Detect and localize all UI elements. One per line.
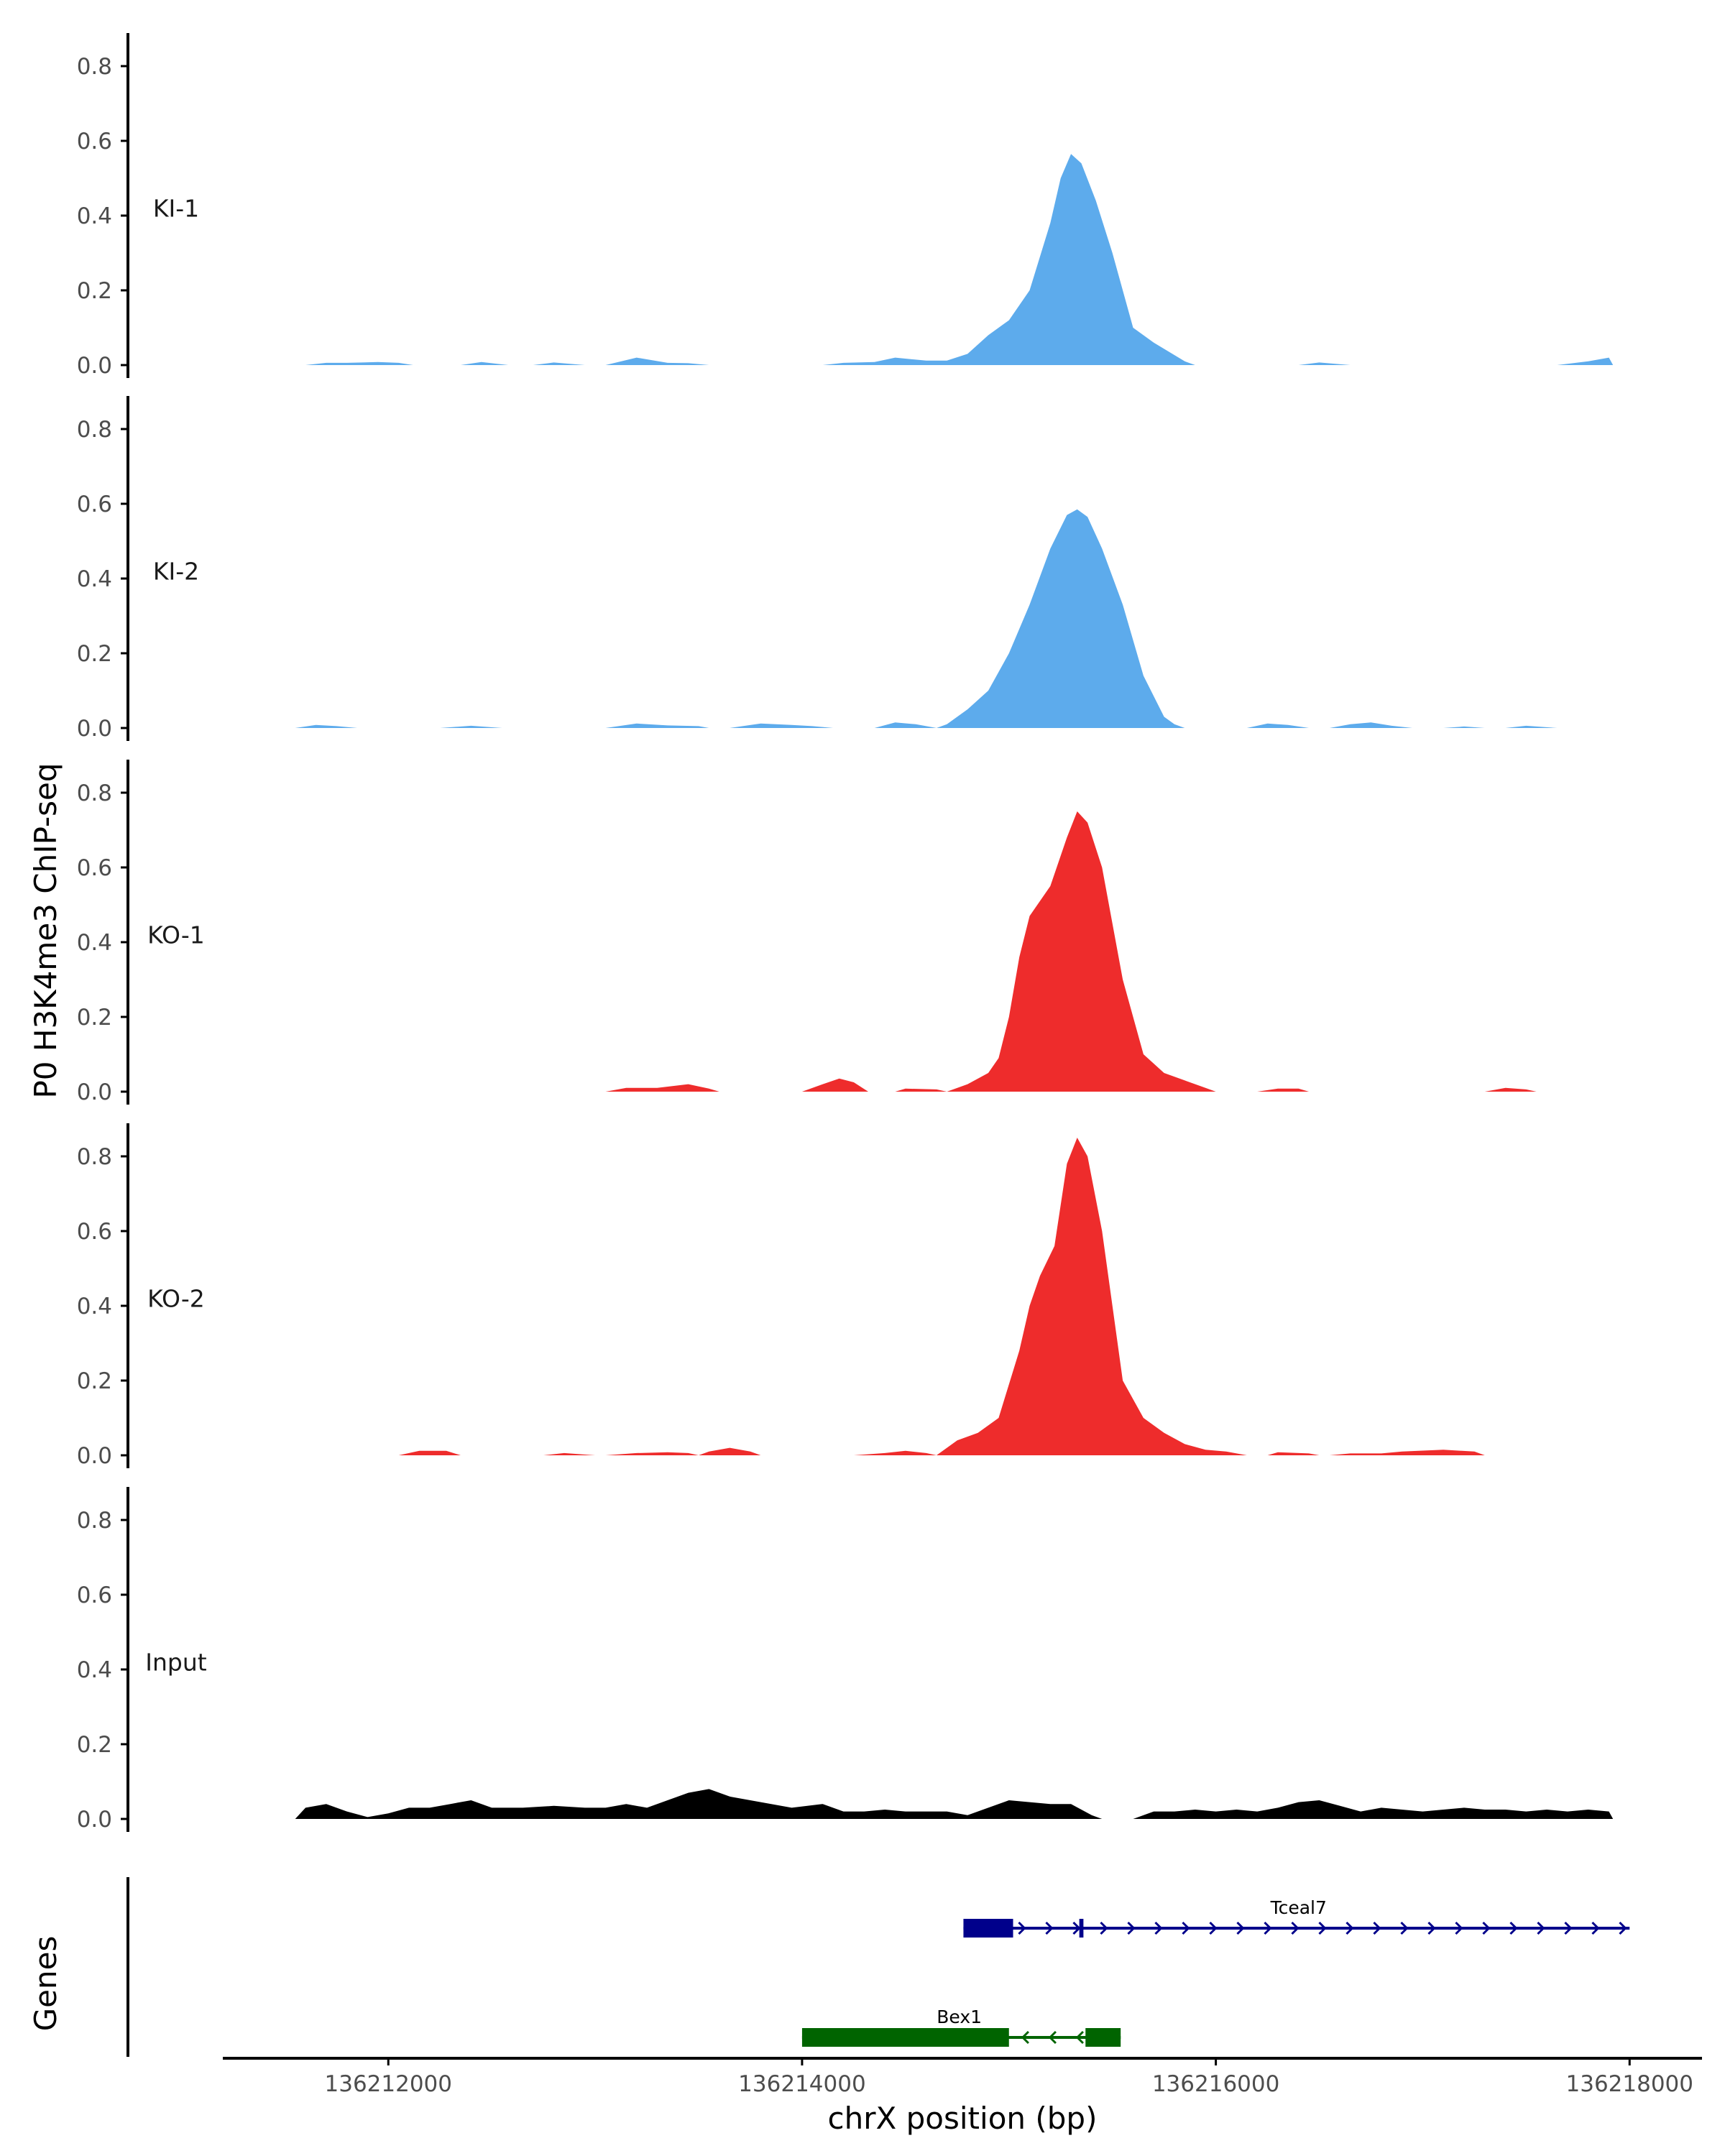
y-tick-label: 0.4 [77,1657,112,1683]
y-tick-label: 0.6 [77,129,112,155]
y-tick-label: 0.4 [77,1294,112,1319]
strand-arrow [1619,1921,1627,1935]
strand-arrow [1018,1921,1026,1935]
x-axis-title: chrX position (bp) [828,2101,1098,2136]
tracks-layer: 0.00.20.40.60.8KI-10.00.20.40.60.8KI-20.… [77,33,1614,1833]
genes-panel: Tceal7 Bex1 [126,1877,1630,2057]
gene-exon [1079,1919,1084,1938]
strand-arrow [1400,1921,1409,1935]
y-tick-label: 0.2 [77,641,112,667]
y-tick-label: 0.8 [77,780,112,806]
x-axis: 136212000 136214000 136216000 136218000 [223,2057,1702,2097]
track-panel-ko-2: 0.0 0.2 0.4 0.6 0.8 KO-2 [77,1123,1485,1469]
strand-arrow [1427,1921,1436,1935]
gene-exon [963,1919,1013,1938]
strand-arrow [1209,1921,1218,1935]
y-tick-label: 0.8 [77,1508,112,1534]
strand-arrow [1318,1921,1327,1935]
gene-label: Tceal7 [1270,1897,1327,1918]
strand-arrow [1591,1921,1600,1935]
y-tick-label: 0.2 [77,1732,112,1758]
strand-arrow [1021,2030,1029,2045]
x-tick-label: 136214000 [738,2071,866,2097]
track-panel-ki-1: 0.0 0.2 0.4 0.6 0.8 KI-1 [77,33,1614,379]
strand-arrow [1564,1921,1573,1935]
gene-exon [801,2028,1009,2047]
track-panel-ki-2: 0.0 0.2 0.4 0.6 0.8 KI-2 [77,396,1558,742]
genes-panel-title: Genes [28,1936,63,2032]
strand-arrow [1072,1921,1081,1935]
strand-arrow [1346,1921,1354,1935]
y-tick-label: 0.4 [77,203,112,229]
strand-arrow [1182,1921,1190,1935]
gene-tceal7: Tceal7 [963,1897,1630,1938]
gene-exon [1085,2028,1121,2047]
strand-arrow [1482,1921,1491,1935]
track-label: KO-1 [147,921,205,949]
strand-arrow [1264,1921,1272,1935]
signal-area-input [295,1789,1614,1819]
y-tick-label: 0.2 [77,278,112,304]
strand-arrow [1373,1921,1381,1935]
track-label: KI-2 [153,558,199,586]
track-panel-ko-1: 0.0 0.2 0.4 0.6 0.8 KO-1 [77,760,1537,1105]
y-tick-label: 0.2 [77,1005,112,1031]
strand-arrow [1048,2030,1057,2045]
y-tick-label: 0.2 [77,1368,112,1394]
y-tick-label: 0.0 [77,1443,112,1469]
strand-arrow [1291,1921,1300,1935]
gene-bex1: Bex1 [801,2007,1121,2047]
y-tick-label: 0.8 [77,417,112,443]
track-label: KI-1 [153,195,199,223]
strand-arrow [1045,1921,1054,1935]
x-tick-label: 136212000 [325,2071,453,2097]
strand-arrow [1509,1921,1518,1935]
strand-arrow [1455,1921,1463,1935]
y-tick-label: 0.6 [77,1583,112,1608]
y-tick-label: 0.4 [77,930,112,956]
y-tick-label: 0.6 [77,855,112,881]
signal-area-ko-1 [605,811,1537,1092]
y-tick-label: 0.0 [77,716,112,742]
strand-arrow [1154,1921,1163,1935]
y-tick-label: 0.0 [77,353,112,379]
y-tick-label: 0.4 [77,566,112,592]
y-tick-label: 0.8 [77,1144,112,1170]
y-tick-label: 0.8 [77,54,112,80]
strand-arrow [1127,1921,1136,1935]
x-tick-label: 136218000 [1566,2071,1694,2097]
y-tick-label: 0.6 [77,492,112,517]
x-tick-label: 136216000 [1152,2071,1280,2097]
strand-arrow [1075,2030,1084,2045]
y-tick-label: 0.0 [77,1807,112,1833]
y-tick-label: 0.0 [77,1079,112,1105]
y-tick-label: 0.6 [77,1219,112,1245]
strand-arrow [1537,1921,1545,1935]
gene-label: Bex1 [937,2007,982,2027]
strand-arrow [1236,1921,1245,1935]
track-panel-input: 0.0 0.2 0.4 0.6 0.8 Input [77,1487,1614,1833]
y-axis-title: P0 H3K4me3 ChIP-seq [28,763,63,1098]
track-label: KO-2 [147,1285,205,1313]
strand-arrow [1100,1921,1108,1935]
track-label: Input [145,1649,207,1677]
